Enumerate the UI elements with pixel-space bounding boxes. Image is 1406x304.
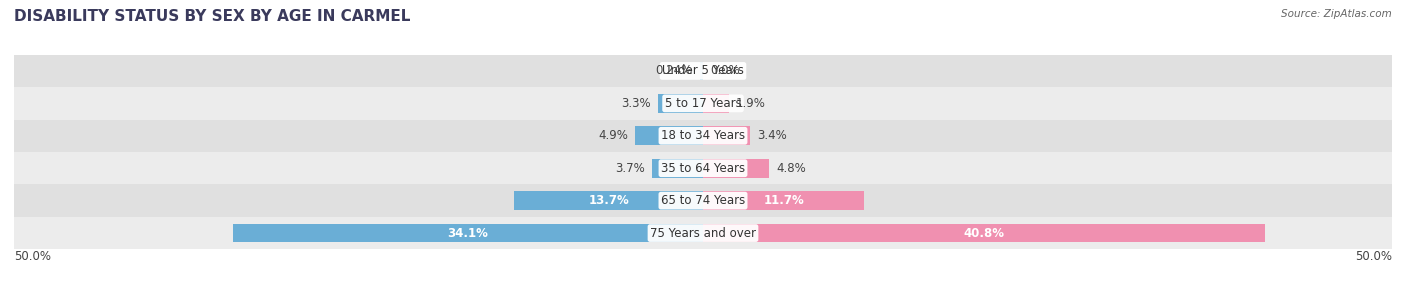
Bar [703,224,1265,243]
Text: DISABILITY STATUS BY SEX BY AGE IN CARMEL: DISABILITY STATUS BY SEX BY AGE IN CARME… [14,9,411,24]
Bar [703,94,730,113]
Text: 50.0%: 50.0% [14,250,51,263]
Text: 0.24%: 0.24% [655,64,693,78]
Bar [233,224,703,243]
Bar [703,191,865,210]
Bar [703,159,769,178]
Bar [658,94,703,113]
Text: 11.7%: 11.7% [763,194,804,207]
Text: 50.0%: 50.0% [1355,250,1392,263]
Text: 4.9%: 4.9% [599,129,628,142]
Text: 1.9%: 1.9% [737,97,766,110]
Text: 5 to 17 Years: 5 to 17 Years [665,97,741,110]
Text: 18 to 34 Years: 18 to 34 Years [661,129,745,142]
Text: Source: ZipAtlas.com: Source: ZipAtlas.com [1281,9,1392,19]
Bar [700,61,703,80]
Bar [14,152,1392,185]
Bar [14,55,1392,87]
Text: 4.8%: 4.8% [776,162,806,175]
Bar [652,159,703,178]
Text: 40.8%: 40.8% [963,226,1005,240]
Text: 3.3%: 3.3% [621,97,651,110]
Text: 0.0%: 0.0% [710,64,740,78]
Text: Under 5 Years: Under 5 Years [662,64,744,78]
Bar [14,87,1392,119]
Text: 75 Years and over: 75 Years and over [650,226,756,240]
Bar [636,126,703,145]
Bar [515,191,703,210]
Bar [14,185,1392,217]
Bar [14,217,1392,249]
Text: 3.7%: 3.7% [616,162,645,175]
Bar [703,126,749,145]
Text: 13.7%: 13.7% [588,194,628,207]
Bar [14,119,1392,152]
Text: 65 to 74 Years: 65 to 74 Years [661,194,745,207]
Text: 3.4%: 3.4% [756,129,786,142]
Text: 34.1%: 34.1% [447,226,488,240]
Legend: Male, Female: Male, Female [638,303,768,304]
Text: 35 to 64 Years: 35 to 64 Years [661,162,745,175]
